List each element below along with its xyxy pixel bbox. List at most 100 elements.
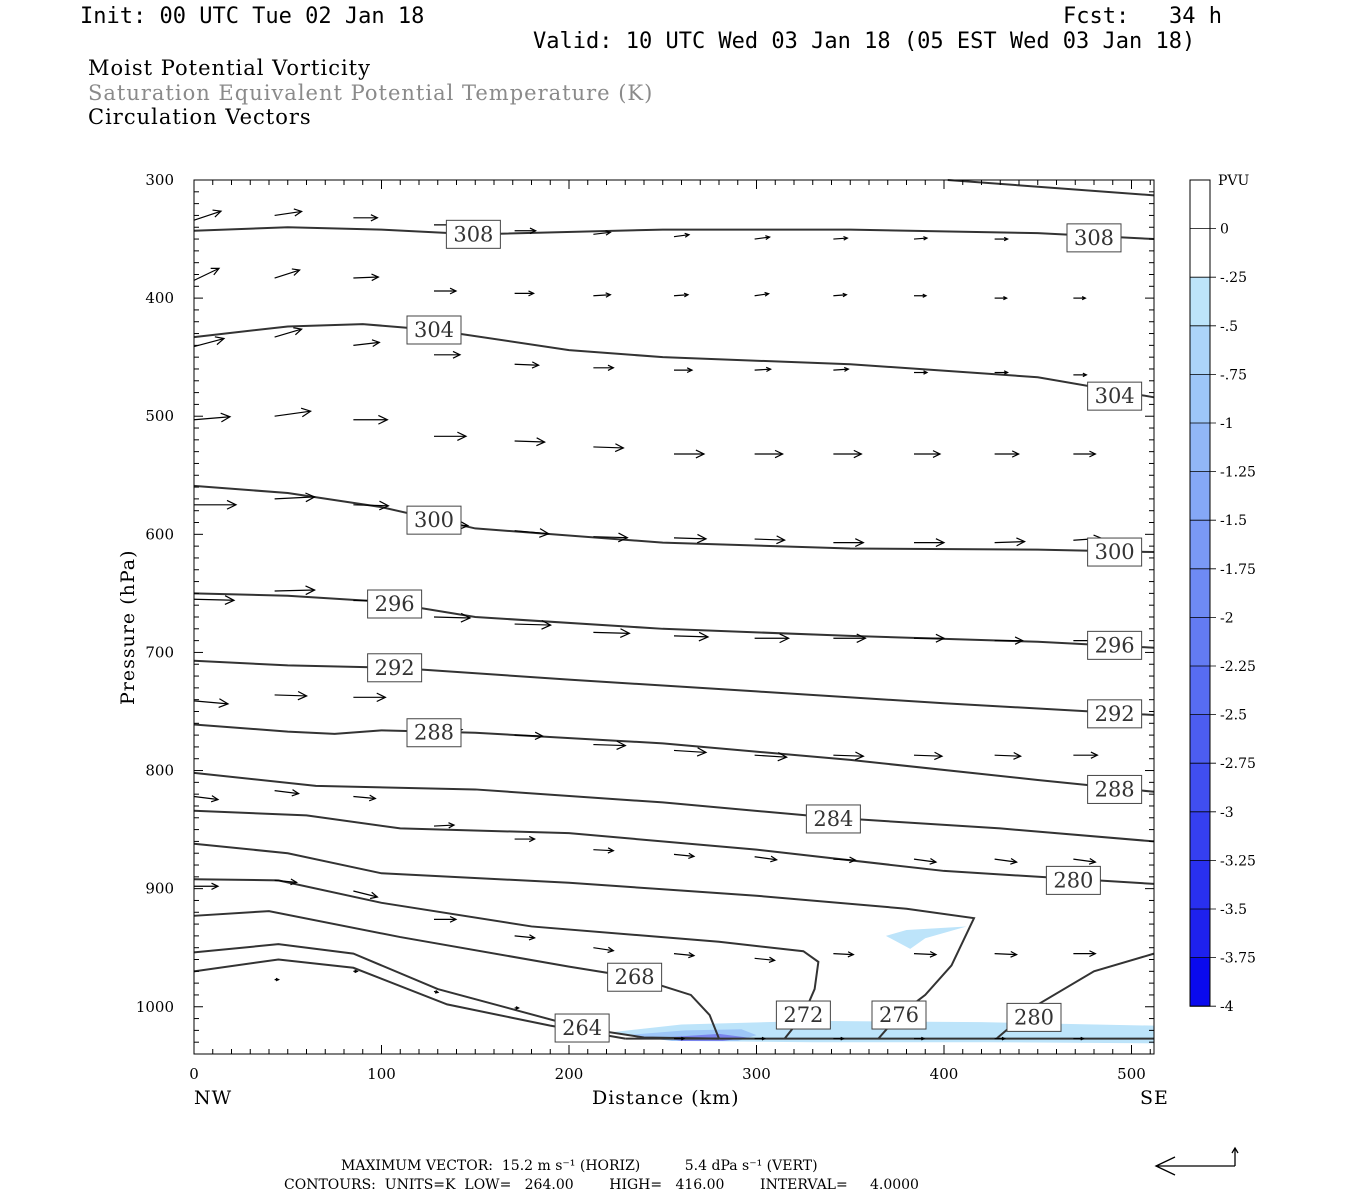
vector-head: [1003, 370, 1010, 375]
vector-head: [777, 751, 789, 762]
vector-arrow: [673, 951, 696, 959]
vector-arrow: [674, 367, 694, 374]
vector-arrow: [353, 890, 379, 900]
contour-label: 292: [367, 653, 423, 683]
vector-shaft: [274, 410, 311, 417]
vector-shaft: [913, 953, 937, 956]
vector-arrow: [754, 751, 789, 762]
contour-label-text: 300: [1095, 540, 1135, 564]
vector-arrow: [514, 361, 541, 369]
field-title-vectors: Circulation Vectors: [88, 105, 312, 129]
vector-head: [539, 528, 550, 538]
vector-arrow: [673, 533, 708, 544]
contour-label-box: [1087, 537, 1143, 567]
vector-shaft: [353, 276, 379, 279]
vector-head: [214, 336, 226, 346]
contour-line-304: [193, 323, 1155, 399]
vector-arrow: [833, 366, 850, 372]
vector-arrow: [274, 327, 303, 338]
vector-shaft: [673, 234, 690, 238]
vector-arrow: [274, 977, 281, 982]
x-tick-label: 0: [189, 1065, 199, 1083]
vector-shaft: [833, 953, 854, 956]
vector-arrow: [593, 443, 625, 453]
contour-line-284: [193, 771, 1155, 843]
vector-head: [1089, 450, 1097, 458]
vector-head: [696, 533, 708, 544]
vector-head: [764, 291, 770, 297]
vector-arrow: [914, 450, 942, 458]
vector-arrow: [193, 595, 236, 605]
vector-head: [776, 535, 787, 545]
vector-arrow: [593, 292, 612, 298]
contour-label: 280: [1045, 865, 1101, 895]
vector-head: [843, 366, 850, 372]
vector-arrow: [994, 857, 1018, 865]
vector-arrow: [674, 1036, 686, 1041]
contour-label: 276: [871, 1000, 927, 1030]
vector-shaft: [593, 849, 614, 852]
vector-shaft: [514, 734, 543, 737]
vector-shaft: [754, 368, 771, 371]
field-title-theta-es: Saturation Equivalent Potential Temperat…: [88, 81, 654, 105]
vector-arrow: [593, 740, 627, 751]
vector-arrow: [994, 751, 1023, 760]
contour-line-264: [193, 943, 720, 1040]
contour-label-box: [805, 804, 861, 834]
vector-head: [1003, 296, 1009, 301]
contour-label-text: 296: [375, 592, 415, 616]
vector-arrow: [913, 236, 929, 241]
vector-arrow: [833, 1036, 845, 1041]
colorbar-swatch: [1190, 568, 1210, 618]
vector-head: [1001, 1036, 1007, 1041]
colorbar-swatch: [1190, 909, 1210, 958]
contour-label: 296: [367, 589, 423, 619]
contour-line-276: [193, 842, 976, 1040]
vector-arrow: [833, 633, 867, 643]
x-tick-label: 500: [1117, 1065, 1146, 1083]
vector-arrow: [593, 946, 615, 954]
vector-arrow: [1073, 751, 1099, 759]
vector-arrow: [913, 950, 938, 958]
vector-shaft: [593, 743, 626, 747]
y-tick-label: 600: [145, 525, 174, 543]
vector-head: [843, 235, 849, 241]
colorbar-label: -1.25: [1220, 465, 1256, 481]
vector-head: [774, 449, 785, 459]
contour-label: 268: [607, 962, 663, 992]
vector-head: [934, 751, 944, 761]
vector-arrow: [274, 208, 303, 217]
vector-arrow: [514, 1006, 521, 1010]
colorbar-swatch: [1190, 471, 1210, 521]
vector-head: [452, 350, 462, 359]
colorbar-label: -.75: [1220, 367, 1247, 383]
contour-labels: 308 308 304 304 300 300 296 296 292 292 288 288 284 2…: [367, 219, 1143, 1043]
vector-shaft: [994, 858, 1017, 863]
vector-head: [291, 268, 301, 276]
x-tick-label: 300: [742, 1065, 771, 1083]
vector-head: [449, 915, 458, 923]
vector-arrow: [353, 273, 380, 282]
vector-arrow: [514, 934, 536, 941]
vector-shaft: [673, 537, 707, 540]
colorbar-label: -3.25: [1220, 853, 1256, 869]
vector-shaft: [994, 540, 1025, 544]
contour-label: 272: [775, 1000, 831, 1030]
vector-head: [529, 227, 538, 235]
contour-line-272: [193, 878, 820, 1040]
vector-head: [371, 339, 381, 348]
vector-arrow: [994, 950, 1019, 958]
vector-arrow: [433, 612, 472, 623]
vector-shaft: [353, 341, 380, 346]
vector-head: [305, 492, 317, 503]
y-tick-label: 300: [145, 171, 174, 189]
colorbar-label: -1.5: [1220, 513, 1247, 529]
colorbar-unit: PVU: [1218, 173, 1250, 189]
vector-arrow: [353, 339, 381, 348]
vector-arrow: [514, 290, 536, 297]
contour-label-text: 288: [414, 721, 454, 745]
vector-head: [449, 287, 458, 295]
vector-head: [842, 292, 848, 298]
vector-head: [457, 431, 468, 442]
vector-head: [528, 835, 537, 843]
